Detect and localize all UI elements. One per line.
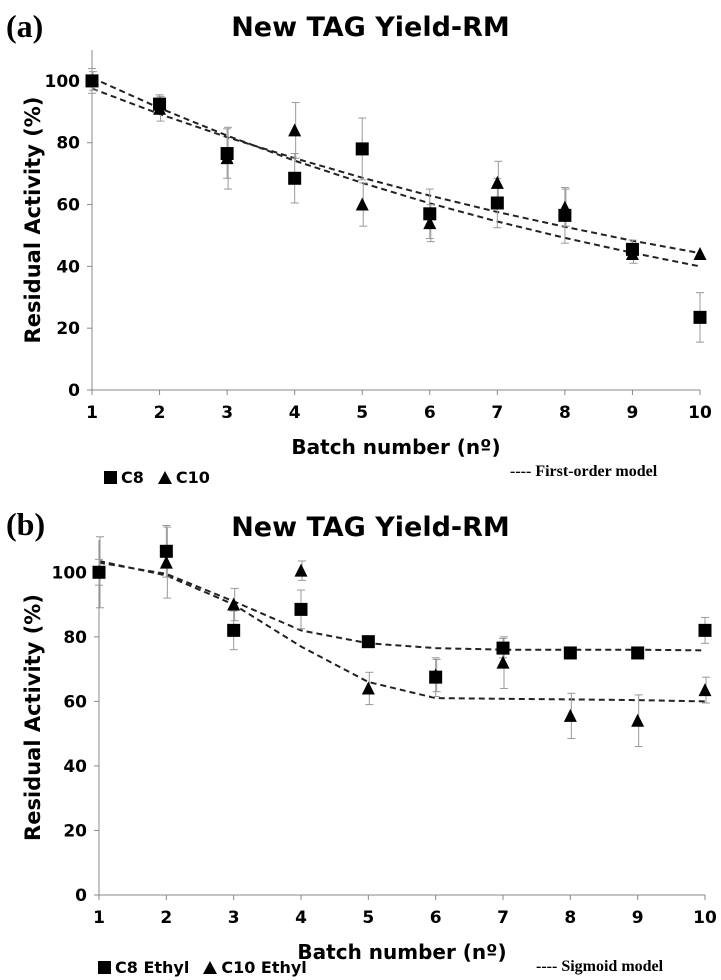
data-point-triangle <box>355 197 369 211</box>
data-point-triangle <box>423 216 437 230</box>
x-tick-label: 5 <box>362 908 374 928</box>
x-tick-label: 3 <box>228 908 240 928</box>
data-point-triangle <box>693 247 707 260</box>
data-point-square <box>355 142 369 156</box>
x-tick-label: 7 <box>497 908 509 928</box>
data-point-triangle <box>288 123 302 137</box>
data-point-triangle <box>558 200 572 214</box>
y-axis-label: Residual Activity (%) <box>21 97 45 344</box>
chart-title-b: New TAG Yield-RM <box>231 512 510 543</box>
legend-label-c8-ethyl: C8 Ethyl <box>115 958 190 977</box>
model-note-a: ---- First-order model <box>510 463 658 480</box>
data-point-triangle <box>153 101 167 115</box>
y-axis-label: Residual Activity (%) <box>21 594 45 841</box>
y-tick-label: 20 <box>56 319 80 339</box>
data-point-square <box>361 635 375 649</box>
panel-label-a: (a) <box>6 8 44 44</box>
x-tick-label: 10 <box>693 908 717 928</box>
y-tick-label: 80 <box>56 134 80 154</box>
y-tick-label: 100 <box>52 563 88 583</box>
y-tick-label: 40 <box>56 257 80 277</box>
data-point-triangle <box>227 597 241 611</box>
x-tick-label: 4 <box>295 908 307 928</box>
data-point-square <box>288 171 302 185</box>
x-tick-label: 1 <box>86 403 98 423</box>
panel-label-b: (b) <box>6 506 46 542</box>
x-tick-label: 8 <box>564 908 576 928</box>
y-tick-label: 60 <box>56 196 80 216</box>
legend-a: C8 C10 <box>104 468 210 487</box>
x-tick-label: 4 <box>289 403 301 423</box>
y-tick-label: 20 <box>63 821 87 841</box>
square-marker-icon <box>104 471 117 484</box>
square-marker-icon <box>98 961 111 974</box>
x-tick-label: 1 <box>93 908 105 928</box>
x-tick-label: 5 <box>356 403 368 423</box>
legend-label-c10-ethyl: C10 Ethyl <box>221 958 307 977</box>
data-point-triangle <box>496 655 510 669</box>
chart-title-a: New TAG Yield-RM <box>231 12 510 43</box>
legend-b: C8 Ethyl C10 Ethyl <box>98 958 307 977</box>
y-tick-label: 40 <box>63 757 87 777</box>
model-fit-line <box>98 560 706 703</box>
data-point-triangle <box>159 555 173 569</box>
model-fit-line <box>91 76 701 268</box>
data-point-triangle <box>563 708 577 722</box>
data-point-triangle <box>698 683 712 697</box>
legend-label-c10: C10 <box>175 468 210 487</box>
data-point-triangle <box>429 668 443 682</box>
data-point-triangle <box>625 247 639 260</box>
data-point-square <box>423 207 437 221</box>
legend-label-c8: C8 <box>121 468 144 487</box>
data-point-square <box>631 646 645 660</box>
legend-item-c8-ethyl: C8 Ethyl <box>98 958 189 977</box>
data-point-square <box>693 310 707 324</box>
x-tick-label: 10 <box>688 403 712 423</box>
x-tick-label: 6 <box>424 403 436 423</box>
data-point-triangle <box>490 175 504 189</box>
data-point-square <box>227 623 241 637</box>
model-fit-line <box>91 87 701 255</box>
model-fit-line <box>98 561 706 652</box>
legend-item-c8: C8 <box>104 468 144 487</box>
triangle-marker-icon <box>157 471 172 484</box>
x-tick-label: 3 <box>221 403 233 423</box>
data-point-square <box>496 641 510 655</box>
x-tick-label: 8 <box>559 403 571 423</box>
y-tick-label: 60 <box>63 692 87 712</box>
data-point-triangle <box>361 681 375 695</box>
data-point-square <box>563 646 577 660</box>
x-tick-label: 7 <box>491 403 503 423</box>
chart-a: 0 20 40 60 80 100 1 2 3 4 5 6 7 8 9 10 Batch number (nº)… <box>21 50 712 459</box>
data-point-triangle <box>85 73 99 87</box>
x-tick-label: 6 <box>430 908 442 928</box>
x-tick-label: 9 <box>627 403 639 423</box>
data-point-square <box>698 623 712 637</box>
legend-item-c10-ethyl: C10 Ethyl <box>203 958 307 977</box>
model-note-b: ---- Sigmoid model <box>536 958 664 975</box>
x-axis-label: Batch number (nº) <box>291 435 500 459</box>
data-point-triangle <box>220 151 234 165</box>
data-point-square <box>490 196 504 210</box>
x-tick-label: 2 <box>160 908 172 928</box>
data-point-square <box>159 544 173 558</box>
x-tick-label: 2 <box>154 403 166 423</box>
data-point-square <box>294 602 308 616</box>
data-point-triangle <box>631 713 645 727</box>
data-point-triangle <box>294 563 308 577</box>
x-tick-label: 9 <box>632 908 644 928</box>
legend-item-c10: C10 <box>157 468 210 487</box>
y-tick-label: 0 <box>68 381 80 401</box>
chart-b: 0 20 40 60 80 100 1 2 3 4 5 6 7 8 9 10 Batch number (nº)… <box>21 524 717 964</box>
data-point-triangle <box>92 565 106 579</box>
triangle-marker-icon <box>203 961 218 974</box>
y-tick-label: 100 <box>45 72 81 92</box>
y-tick-label: 80 <box>63 628 87 648</box>
y-tick-label: 0 <box>75 886 87 906</box>
x-axis-label: Batch number (nº) <box>297 940 506 964</box>
